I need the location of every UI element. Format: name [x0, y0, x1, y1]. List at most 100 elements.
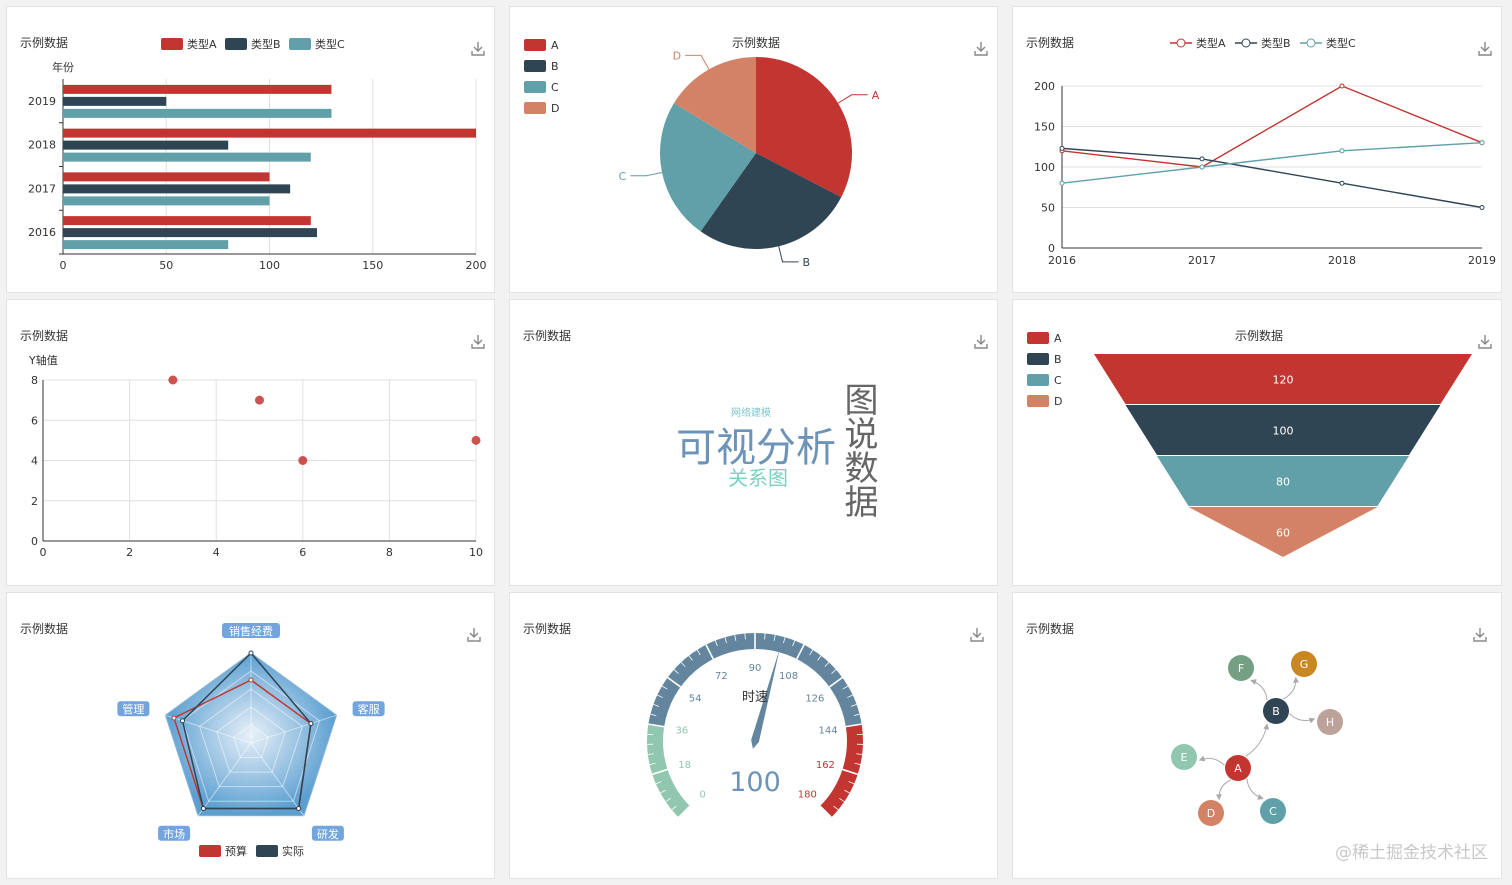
pie-label: C	[619, 170, 627, 183]
y-tick-label: 2016	[28, 226, 56, 239]
gauge-tick-label: 126	[805, 694, 824, 705]
line-point	[1339, 83, 1345, 89]
x-tick-label: 2017	[1188, 254, 1216, 267]
scatter-chart: 示例数据 Y轴值 0 2 4 6 8 10 0 2 4 6 8	[20, 328, 485, 559]
gauge-minor-tick	[647, 753, 654, 755]
legend-swatch	[524, 39, 546, 51]
line-chart-panel: 示例数据 类型A 类型B 类型C 0 50 100 150 200 2016 2017 2018 2…	[1012, 6, 1502, 293]
download-icon[interactable]	[974, 335, 988, 349]
bar-类型C-2018	[63, 152, 311, 162]
scatter-point	[255, 395, 264, 405]
bar-类型B-2018	[63, 140, 229, 150]
download-icon[interactable]	[1473, 628, 1487, 642]
legend-label: A	[1054, 332, 1062, 345]
legend-label: 类型A	[187, 37, 217, 51]
gauge-minor-tick	[844, 789, 850, 794]
graph-node-A	[1225, 755, 1251, 781]
radar-point	[180, 718, 186, 724]
gauge-minor-tick	[792, 640, 796, 647]
pie-slice-D	[673, 57, 756, 153]
word-relation-graph: 关系图	[728, 466, 788, 490]
gauge-minor-tick	[665, 798, 671, 803]
chart-title: 示例数据	[20, 328, 68, 343]
radar-axis	[250, 742, 305, 817]
legend-label: 类型C	[315, 37, 345, 51]
gauge-minor-tick	[660, 789, 666, 794]
gauge-split	[842, 768, 858, 776]
gauge-minor-tick	[653, 704, 660, 707]
radar-ring	[216, 706, 286, 773]
y-tick-label: 6	[31, 414, 38, 427]
y-tick-label: 50	[1041, 202, 1055, 215]
x-tick-label: 50	[159, 259, 173, 272]
pie-label-line	[685, 54, 710, 70]
download-icon[interactable]	[974, 42, 988, 56]
gauge-minor-tick	[856, 753, 863, 755]
radar-indicator-label: 研发	[317, 827, 339, 841]
download-icon[interactable]	[1478, 335, 1492, 349]
funnel-value: 120	[1273, 374, 1294, 387]
x-tick-label: 10	[469, 546, 483, 559]
legend-swatch	[161, 38, 183, 50]
graph-node-D	[1198, 800, 1224, 826]
radar-point	[248, 677, 254, 683]
download-icon[interactable]	[970, 628, 984, 642]
x-tick-label: 2016	[1048, 254, 1076, 267]
gauge-minor-tick	[842, 685, 849, 690]
x-tick-label: 6	[299, 546, 306, 559]
legend-label: B	[551, 60, 559, 73]
gauge-split	[845, 723, 862, 728]
line-point	[1199, 164, 1205, 170]
legend-label: C	[551, 81, 559, 94]
y-axis-name: 年份	[52, 60, 74, 74]
graph-chart-panel: 示例数据 A B C D E F G H	[1012, 592, 1502, 879]
x-tick-label: 8	[386, 546, 393, 559]
gauge-minor-tick	[671, 805, 677, 811]
gauge-minor-tick	[848, 781, 855, 785]
bar-类型C-2019	[63, 108, 332, 118]
y-tick-label: 0	[1048, 242, 1055, 255]
gauge-minor-tick	[847, 694, 853, 698]
y-tick-label: 0	[31, 535, 38, 548]
chart-title: 示例数据	[20, 35, 68, 50]
legend-marker	[1241, 38, 1251, 48]
gauge-minor-tick	[783, 637, 786, 644]
download-icon[interactable]	[471, 335, 485, 349]
gauge-minor-tick	[764, 633, 766, 640]
bar-类型A-2018	[63, 128, 476, 138]
graph-node-B	[1263, 698, 1289, 724]
gauge-tick-label: 54	[689, 694, 702, 705]
graph-edge	[1246, 778, 1264, 800]
bar-类型B-2016	[63, 228, 317, 238]
gauge-value: 100	[729, 767, 781, 798]
gauge-minor-tick	[688, 655, 693, 661]
radar-ring	[233, 724, 269, 759]
download-icon[interactable]	[471, 42, 485, 56]
line-point	[1339, 180, 1345, 186]
download-icon[interactable]	[467, 628, 481, 642]
bar-类型B-2017	[63, 184, 291, 194]
x-tick-label: 0	[40, 546, 47, 559]
gauge-band	[648, 633, 862, 727]
radar-axis	[250, 714, 337, 744]
graph-node-label: B	[1272, 705, 1280, 718]
radar-point	[308, 721, 314, 727]
wordcloud-chart: 示例数据 网络建模 可视分析 关系图 图说数据	[523, 328, 988, 518]
line-类型A	[1061, 85, 1483, 168]
gauge-minor-tick	[655, 781, 662, 785]
gauge-tick-label: 180	[798, 789, 817, 800]
gauge-chart-panel: 示例数据 0 18 36 54 72 90 108 126 144 162 180 时速 100	[509, 592, 998, 879]
gauge-minor-tick	[773, 634, 776, 641]
download-icon[interactable]	[1478, 42, 1492, 56]
gauge-tick-label: 0	[699, 789, 705, 800]
funnel-layer-C	[1157, 456, 1409, 506]
scatter-chart-panel: 示例数据 Y轴值 0 2 4 6 8 10 0 2 4 6 8	[6, 299, 495, 586]
bar-chart-panel: 示例数据 类型A 类型B 类型C 年份 0 50 100 150 200 2016 2017 20…	[6, 6, 495, 293]
gauge-split	[819, 805, 832, 818]
radar-indicator-bg	[352, 701, 385, 717]
gauge-minor-tick	[833, 805, 839, 811]
legend-label: B	[1054, 353, 1062, 366]
